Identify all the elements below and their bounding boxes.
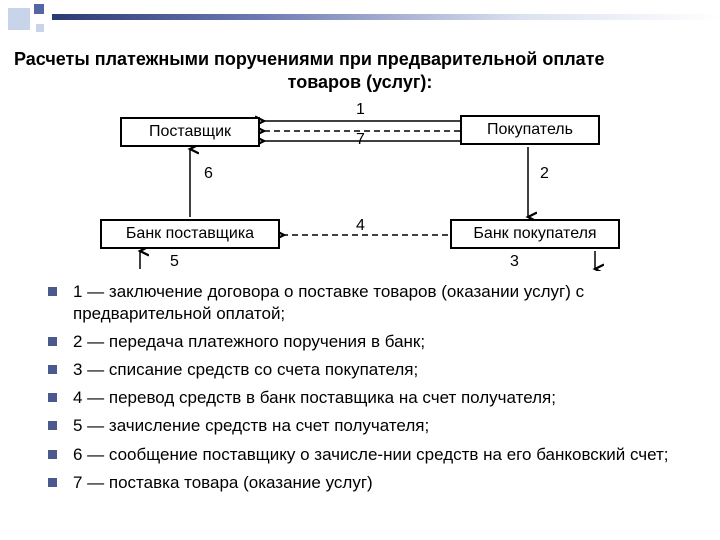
deco-square-large <box>8 8 30 30</box>
list-item: 6 — сообщение поставщику о зачисле-нии с… <box>48 444 706 466</box>
bullet-icon <box>48 393 57 402</box>
list-item-text: 2 — передача платежного поручения в банк… <box>73 331 425 353</box>
list-item: 1 — заключение договора о поставке товар… <box>48 281 706 325</box>
edge-label-seven: 7 <box>356 131 365 149</box>
node-buyer_bank: Банк покупателя <box>450 219 620 249</box>
list-item-text: 7 — поставка товара (оказание услуг) <box>73 472 373 494</box>
list-item: 2 — передача платежного поручения в банк… <box>48 331 706 353</box>
list-item: 7 — поставка товара (оказание услуг) <box>48 472 706 494</box>
bullet-icon <box>48 478 57 487</box>
list-item-text: 1 — заключение договора о поставке товар… <box>73 281 706 325</box>
title-line-2: товаров (услуг): <box>14 71 706 94</box>
edge-label-one: 1 <box>356 101 365 119</box>
edge-label-six: 6 <box>204 165 213 183</box>
bullet-icon <box>48 365 57 374</box>
list-item: 4 — перевод средств в банк поставщика на… <box>48 387 706 409</box>
node-buyer: Покупатель <box>460 115 600 145</box>
list-item-text: 4 — перевод средств в банк поставщика на… <box>73 387 556 409</box>
list-item-text: 3 — списание средств со счета покупателя… <box>73 359 418 381</box>
slide-decoration <box>0 0 720 42</box>
title-line-1: Расчеты платежными поручениями при предв… <box>14 48 706 71</box>
node-supplier_bank: Банк поставщика <box>100 219 280 249</box>
bullet-icon <box>48 450 57 459</box>
edge-label-three: 3 <box>510 253 519 271</box>
edge-label-two: 2 <box>540 165 549 183</box>
list-item-text: 5 — зачисление средств на счет получател… <box>73 415 429 437</box>
node-supplier: Поставщик <box>120 117 260 147</box>
slide-content: Расчеты платежными поручениями при предв… <box>14 48 706 500</box>
legend-list: 1 — заключение договора о поставке товар… <box>14 281 706 494</box>
bullet-icon <box>48 421 57 430</box>
edge-label-four: 4 <box>356 217 365 235</box>
deco-square-small-2 <box>36 24 44 32</box>
list-item: 3 — списание средств со счета покупателя… <box>48 359 706 381</box>
list-item-text: 6 — сообщение поставщику о зачисле-нии с… <box>73 444 669 466</box>
bullet-icon <box>48 287 57 296</box>
list-item: 5 — зачисление средств на счет получател… <box>48 415 706 437</box>
deco-square-small-1 <box>34 4 44 14</box>
edge-label-five: 5 <box>170 253 179 271</box>
payment-flow-diagram: Поставщик Покупатель Банк поставщика Банк п… <box>40 101 680 271</box>
slide-title: Расчеты платежными поручениями при предв… <box>14 48 706 93</box>
bullet-icon <box>48 337 57 346</box>
deco-gradient-bar <box>52 14 720 20</box>
